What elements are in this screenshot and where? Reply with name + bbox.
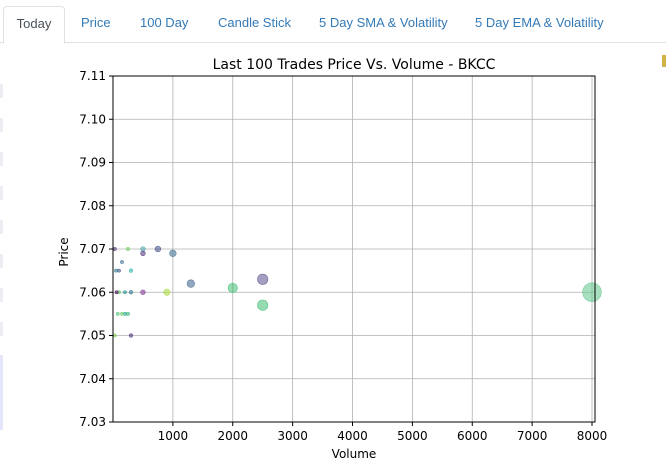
- y-tick-label: 7.07: [79, 242, 106, 256]
- y-tick-label: 7.06: [79, 285, 106, 299]
- y-tick-label: 7.10: [79, 112, 106, 126]
- x-tick-label: 3000: [277, 429, 308, 443]
- data-point: [126, 247, 129, 250]
- data-point: [113, 334, 116, 337]
- data-point: [129, 334, 133, 338]
- x-tick-label: 7000: [517, 429, 548, 443]
- data-point: [113, 247, 116, 250]
- data-point: [114, 269, 117, 272]
- data-point: [123, 291, 126, 294]
- y-tick-label: 7.05: [79, 329, 106, 343]
- data-point: [228, 283, 237, 292]
- data-point: [583, 283, 602, 302]
- x-tick-label: 1000: [158, 429, 189, 443]
- chart-title: Last 100 Trades Price Vs. Volume - BKCC: [213, 57, 496, 73]
- data-point: [141, 251, 146, 256]
- data-point: [155, 246, 161, 252]
- data-point: [257, 300, 268, 311]
- x-axis-label: Volume: [332, 447, 377, 461]
- data-point: [115, 291, 118, 294]
- data-point: [164, 289, 170, 295]
- data-point: [170, 250, 177, 257]
- data-point: [257, 274, 268, 285]
- y-axis-label: Price: [57, 237, 71, 266]
- data-point: [141, 290, 146, 295]
- x-tick-label: 6000: [457, 429, 488, 443]
- data-point: [187, 280, 195, 288]
- data-point: [129, 290, 133, 294]
- y-tick-label: 7.11: [79, 69, 106, 83]
- data-point: [129, 269, 133, 273]
- x-tick-label: 8000: [577, 429, 608, 443]
- y-tick-label: 7.03: [79, 415, 106, 429]
- y-tick-label: 7.08: [79, 199, 106, 213]
- x-tick-label: 5000: [397, 429, 428, 443]
- grid: [113, 76, 595, 422]
- y-tick-label: 7.04: [79, 372, 106, 386]
- x-tick-label: 4000: [337, 429, 368, 443]
- data-point: [116, 312, 119, 315]
- axis-ticks: 1000 2000 3000 4000 5000 6000 7000 8000 7.03 7.04…: [79, 69, 607, 443]
- data-points: [113, 246, 601, 337]
- x-tick-label: 2000: [217, 429, 248, 443]
- data-point: [120, 312, 123, 315]
- data-point: [141, 247, 146, 252]
- data-point: [120, 260, 123, 263]
- y-tick-label: 7.09: [79, 156, 106, 170]
